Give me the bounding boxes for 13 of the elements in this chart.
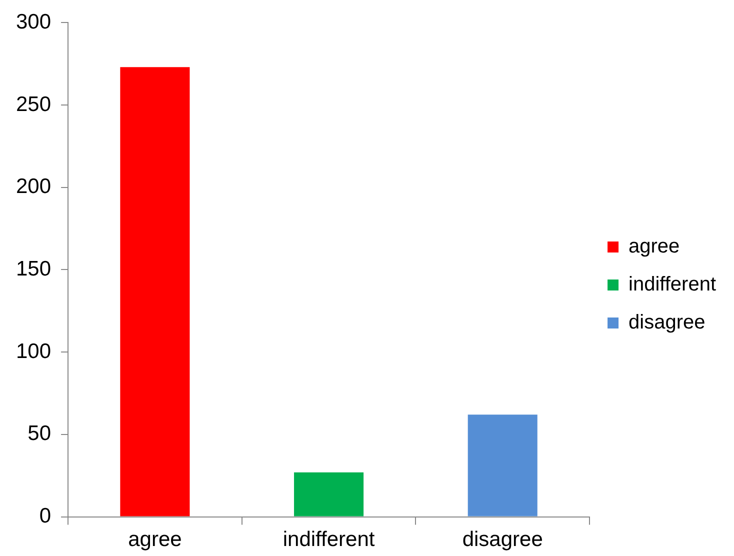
y-tick-label: 0 [39,504,52,528]
x-tick-label: disagree [462,528,543,552]
y-tick-label: 50 [28,422,52,446]
y-tick-label: 200 [16,175,52,198]
x-tick-label: agree [128,528,182,552]
y-tick-label: 250 [16,92,52,116]
legend-label: disagree [628,312,706,334]
y-tick-label: 150 [16,257,52,280]
legend-label: agree [628,236,680,258]
legend-label: indifferent [628,274,716,296]
y-tick-label: 100 [16,340,52,363]
x-tick-label: indifferent [282,528,375,552]
y-tick-label: 300 [16,10,52,34]
